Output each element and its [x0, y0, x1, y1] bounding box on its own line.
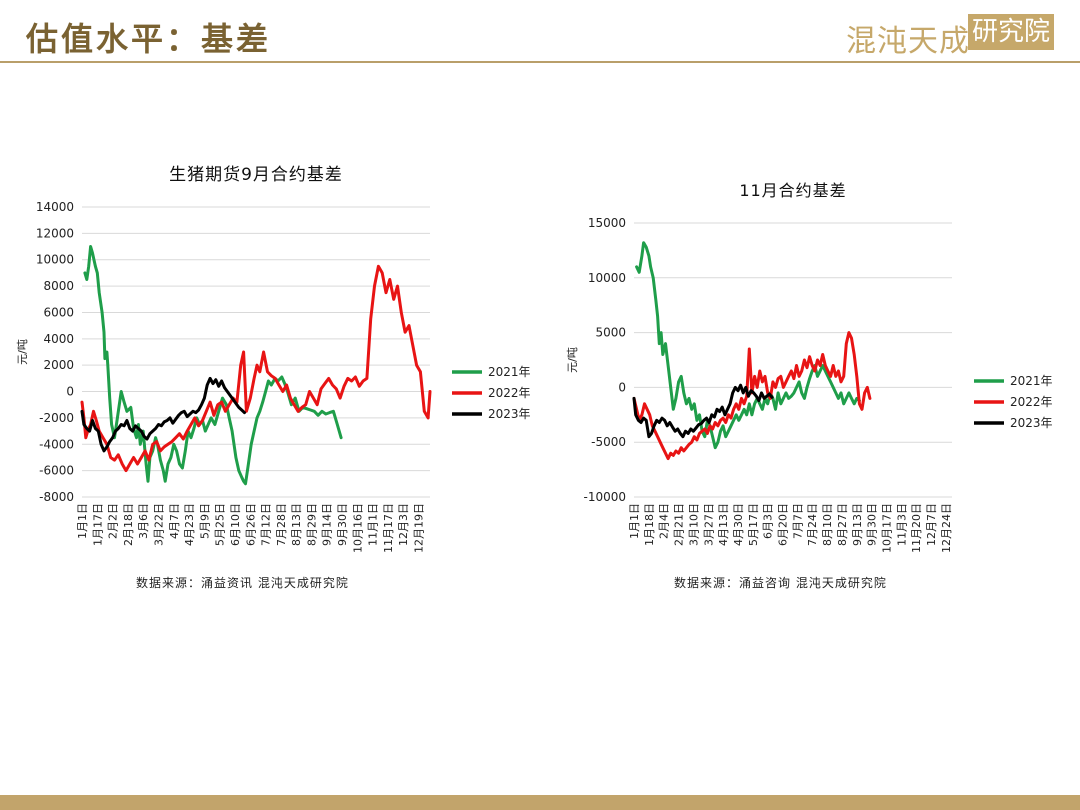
x-tick-label: 11月17日	[382, 503, 395, 553]
x-tick-label: 4月13日	[717, 503, 730, 546]
y-tick-label: 15000	[588, 216, 626, 230]
x-tick-label: 3月22日	[152, 503, 165, 546]
x-tick-label: 9月30日	[336, 503, 349, 546]
x-tick-label: 10月16日	[351, 503, 364, 553]
x-tick-label: 9月13日	[851, 503, 864, 546]
x-tick-label: 2月2日	[107, 503, 120, 539]
y-tick-label: 10000	[36, 253, 74, 267]
page-title: 估值水平：基差	[26, 20, 272, 58]
x-tick-label: 6月26日	[244, 503, 257, 546]
chart-september-contract-basis: 生猪期货9月合约基差 -8000 -6000 -4000 -2000 0 2000 4000 6…	[10, 150, 540, 570]
y-tick-label: -10000	[583, 490, 626, 504]
y-axis-label: 元/吨	[566, 347, 579, 373]
x-tick-label: 9月14日	[321, 503, 334, 546]
x-tick-label: 8月29日	[305, 503, 318, 546]
x-tick-label: 12月19日	[413, 503, 426, 553]
chart-november-contract-basis: 11月合约基差 -10000 -5000 0 5000 10000 15000 元/吨 1月1日…	[552, 150, 1072, 570]
x-tick-label: 12月3日	[397, 503, 410, 546]
chart-svg: 生猪期货9月合约基差 -8000 -6000 -4000 -2000 0 2000 4000 6…	[16, 165, 531, 553]
legend-label: 2022年	[1010, 395, 1053, 409]
y-tick-label: -2000	[39, 411, 74, 425]
x-tick-label: 2月18日	[122, 503, 135, 546]
x-tick-label: 11月20日	[910, 503, 923, 553]
x-tick-label: 6月20日	[777, 503, 790, 546]
x-tick-label: 2月21日	[673, 503, 686, 546]
header-divider	[0, 61, 1080, 63]
source-note-left: 数据来源：涌益资讯 混沌天成研究院	[136, 576, 349, 590]
y-tick-label: 2000	[43, 358, 74, 372]
x-tick-label: 8月10日	[821, 503, 834, 546]
x-tick-label: 5月25日	[214, 503, 227, 546]
x-tick-label: 5月9日	[198, 503, 211, 539]
logo-box-text: 研究院	[968, 14, 1054, 50]
x-tick-label: 2月4日	[658, 503, 671, 539]
y-tick-label: 8000	[43, 279, 74, 293]
series-line-2022年	[80, 264, 432, 473]
x-tick-label: 6月3日	[762, 503, 775, 539]
x-tick-label: 4月7日	[168, 503, 181, 539]
y-tick-label: 6000	[43, 305, 74, 319]
legend-label: 2021年	[1010, 374, 1053, 388]
y-tick-label: 4000	[43, 332, 74, 346]
x-tick-label: 7月24日	[806, 503, 819, 546]
y-tick-label: 0	[618, 380, 626, 394]
y-tick-label: 0	[66, 385, 74, 399]
source-note-right: 数据来源：涌益咨询 混沌天成研究院	[674, 576, 887, 590]
series-line-2021年	[635, 241, 861, 450]
y-tick-label: 14000	[36, 200, 74, 214]
x-tick-label: 1月1日	[628, 503, 641, 539]
y-tick-label: 5000	[595, 326, 626, 340]
legend-label: 2023年	[1010, 416, 1053, 430]
y-axis-label: 元/吨	[16, 339, 29, 365]
y-tick-label: 12000	[36, 226, 74, 240]
x-tick-label: 8月13日	[290, 503, 303, 546]
x-tick-label: 10月17日	[880, 503, 893, 553]
x-tick-label: 7月28日	[275, 503, 288, 546]
x-tick-label: 3月10日	[687, 503, 700, 546]
x-tick-label: 1月1日	[76, 503, 89, 539]
x-tick-label: 4月30日	[732, 503, 745, 546]
x-tick-label: 11月1日	[367, 503, 380, 546]
x-tick-label: 8月27日	[836, 503, 849, 546]
x-tick-label: 7月7日	[791, 503, 804, 539]
chart-title: 11月合约基差	[739, 181, 846, 200]
legend-label: 2021年	[488, 365, 531, 379]
x-tick-label: 12月7日	[925, 503, 938, 546]
logo-main-text: 混沌天成	[846, 24, 970, 59]
y-tick-label: -4000	[39, 437, 74, 451]
footer-bar	[0, 795, 1080, 810]
series-line-2021年	[83, 245, 343, 486]
x-tick-label: 7月12日	[260, 503, 273, 546]
x-tick-label: 4月23日	[183, 503, 196, 546]
legend-label: 2023年	[488, 407, 531, 421]
x-tick-label: 1月18日	[643, 503, 656, 546]
x-tick-label: 5月17日	[747, 503, 760, 546]
y-tick-label: -5000	[591, 435, 626, 449]
x-tick-label: 11月3日	[895, 503, 908, 546]
x-tick-label: 6月10日	[229, 503, 242, 546]
series-line-2022年	[632, 331, 872, 461]
series-line-2023年	[80, 376, 246, 453]
x-tick-label: 3月6日	[137, 503, 150, 539]
x-tick-label: 3月27日	[702, 503, 715, 546]
series-line-2023年	[632, 383, 774, 439]
x-tick-label: 12月24日	[940, 503, 953, 553]
y-tick-label: -8000	[39, 490, 74, 504]
y-tick-label: 10000	[588, 271, 626, 285]
chart-svg: 11月合约基差 -10000 -5000 0 5000 10000 15000 元/吨 1月1日…	[566, 181, 1053, 553]
brand-logo: 混沌天成 研究院	[846, 14, 1056, 59]
chart-title: 生猪期货9月合约基差	[169, 165, 343, 185]
x-tick-label: 9月30日	[866, 503, 879, 546]
x-tick-label: 1月17日	[91, 503, 104, 546]
y-tick-label: -6000	[39, 464, 74, 478]
legend-label: 2022年	[488, 386, 531, 400]
